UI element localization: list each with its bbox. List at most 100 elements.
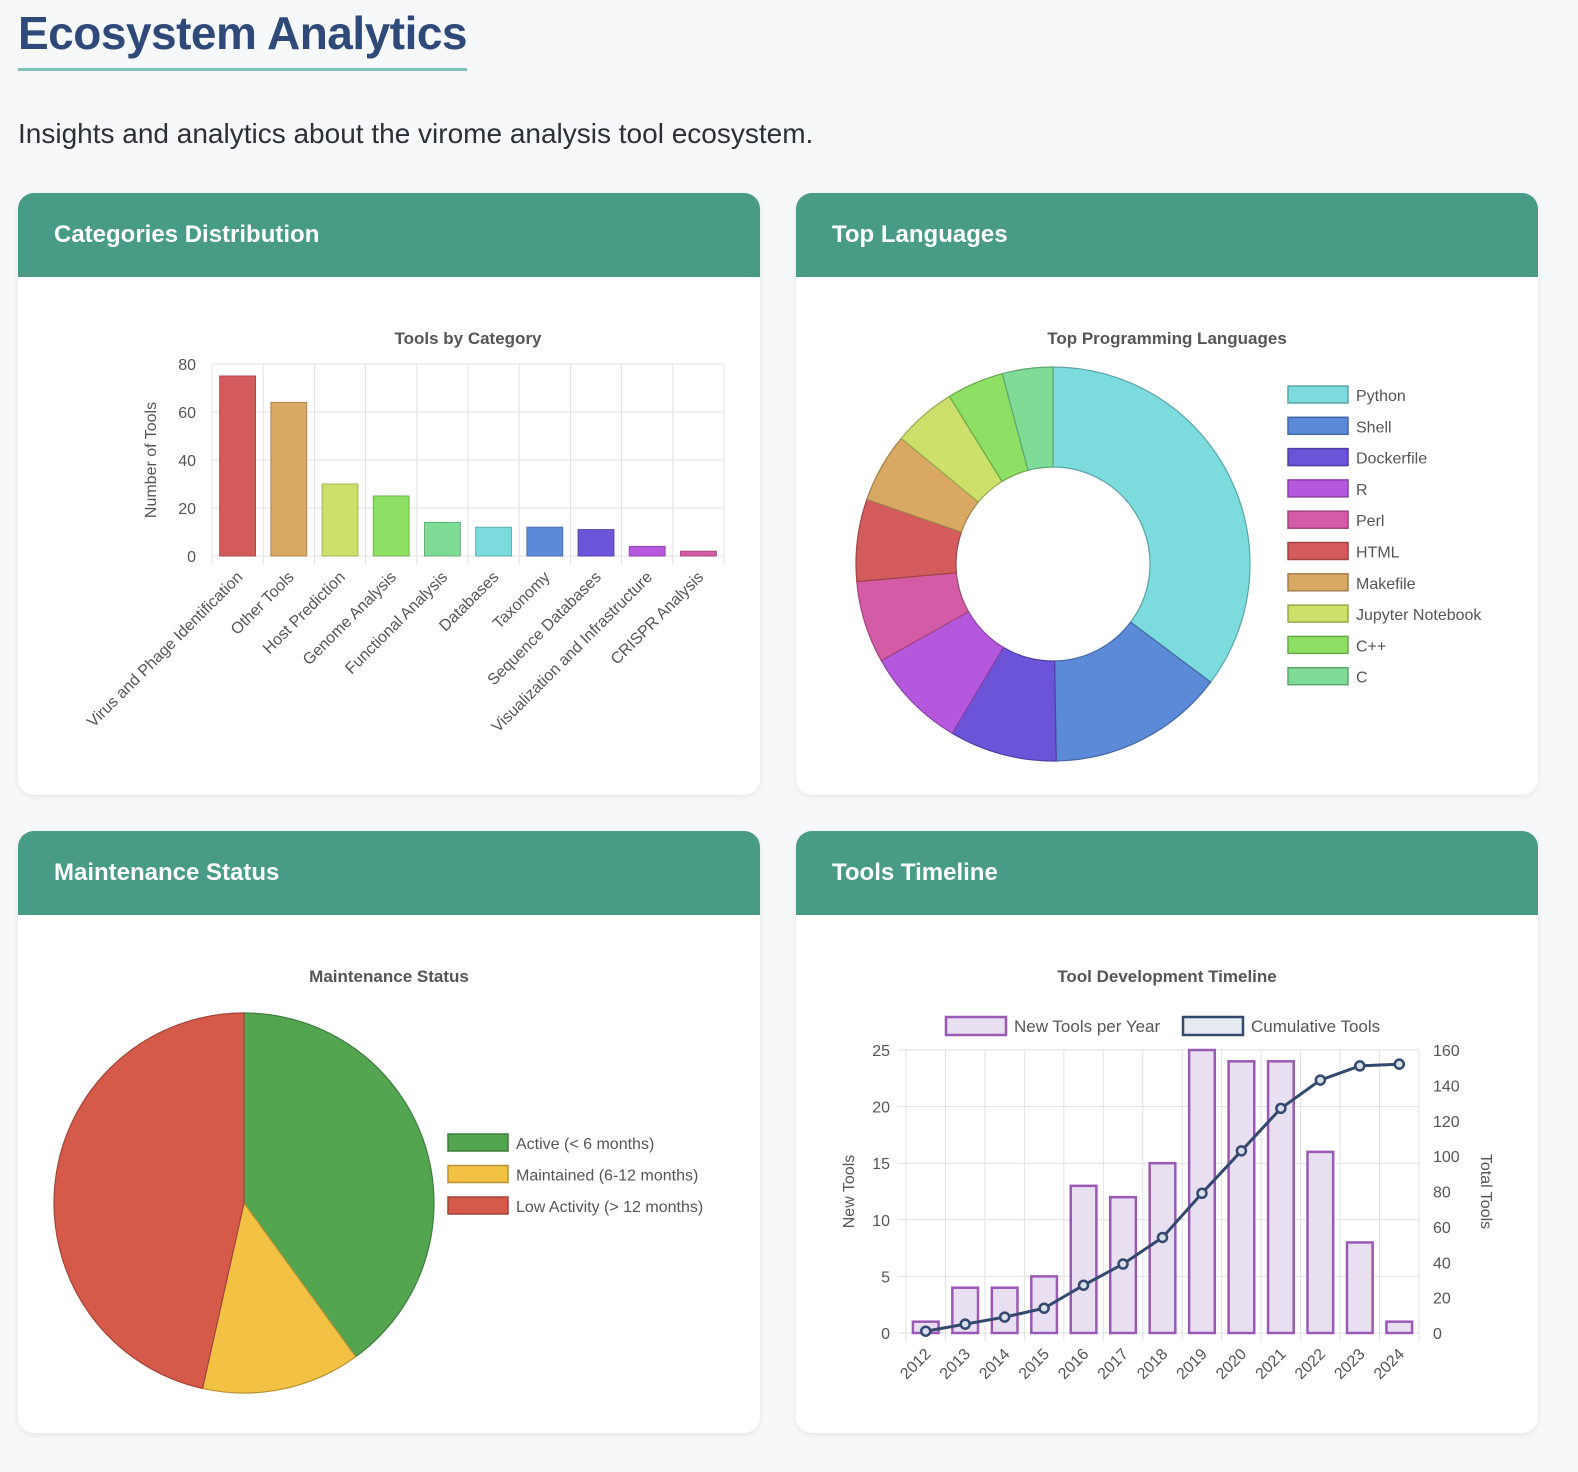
legend-swatch-cumulative-tools — [1181, 1015, 1245, 1037]
y2-axis-label: Total Tools — [1477, 1154, 1494, 1229]
page-subtitle: Insights and analytics about the virome … — [18, 118, 814, 149]
legend-swatch-c — [1287, 666, 1349, 686]
x-tick-label: 2012 — [897, 1346, 934, 1383]
legend-swatch-html — [1287, 541, 1349, 561]
y2-tick-label: 40 — [1433, 1255, 1451, 1272]
legend-swatch-active-6-months — [447, 1133, 509, 1152]
slice-active-6-months — [243, 1012, 435, 1358]
timeline-chart-container: Tool Development Timeline New Tools per Y… — [796, 915, 1538, 1433]
page-title: Ecosystem Analytics — [18, 6, 468, 71]
bar-2020 — [1227, 1060, 1256, 1335]
maintenance-chart: Maintenance Status Active (< 6 months) Mai… — [53, 967, 703, 1394]
languages-chart-container: Top Programming Languages Python Shell Dock… — [796, 277, 1538, 795]
categories-card-header: Categories Distribution — [18, 193, 760, 277]
legend-swatch-shell — [1287, 416, 1349, 436]
y-axis-label: Number of Tools — [143, 402, 160, 518]
legend-swatch-perl — [1287, 510, 1349, 529]
legend-label-c: C++ — [1356, 638, 1386, 655]
legend-swatch-low-activity-12-months — [447, 1196, 509, 1215]
y2-tick-label: 160 — [1433, 1043, 1460, 1060]
legend-swatch-r — [1287, 479, 1349, 498]
legend-swatch-maintained-6-12-months — [447, 1164, 509, 1184]
bar-taxonomy — [526, 526, 564, 557]
legend-label-html: HTML — [1356, 545, 1400, 562]
y-tick-label: 5 — [881, 1269, 890, 1286]
y-tick-label: 15 — [872, 1156, 890, 1173]
cumulative-point-2013 — [959, 1318, 971, 1330]
timeline-card: Tools Timeline Tool Development Timeline… — [796, 831, 1538, 1433]
bar-sequence-databases — [577, 529, 615, 557]
x-tick-label: 2019 — [1174, 1346, 1211, 1383]
y-tick-label: 20 — [178, 501, 196, 518]
slice-low-activity-12-months — [53, 1012, 245, 1390]
languages-card-header: Top Languages — [796, 193, 1538, 277]
categories-chart: Tools by Category 0 20 40 60 80 Number of Tool… — [84, 329, 725, 736]
bar-databases — [475, 526, 513, 557]
legend-label-jupyter-notebook: Jupyter Notebook — [1356, 607, 1482, 624]
bar-2018 — [1148, 1161, 1177, 1335]
legend-label-low-activity-12-months: Low Activity (> 12 months) — [516, 1199, 703, 1216]
y-tick-label: 60 — [178, 405, 196, 422]
x-tick-label: 2021 — [1253, 1346, 1290, 1383]
y-tick-label: 80 — [178, 357, 196, 374]
legend-label-python: Python — [1356, 388, 1406, 405]
legend-label-makefile: Makefile — [1356, 576, 1416, 593]
languages-chart: Top Programming Languages Python Shell Dock… — [855, 329, 1482, 762]
legend-swatch-makefile — [1287, 573, 1349, 592]
y2-tick-label: 20 — [1433, 1291, 1451, 1308]
maintenance-chart-container: Maintenance Status Active (< 6 months) Mai… — [18, 915, 760, 1433]
cumulative-point-2022 — [1314, 1074, 1327, 1086]
cumulative-point-2018 — [1156, 1231, 1169, 1244]
legend-label-cumulative-tools: Cumulative Tools — [1251, 1017, 1380, 1036]
cumulative-point-2016 — [1077, 1279, 1090, 1291]
cumulative-point-2012 — [919, 1325, 932, 1337]
chart-title: Top Programming Languages — [1047, 329, 1287, 348]
chart-title: Maintenance Status — [309, 967, 469, 986]
x-tick-label: 2024 — [1371, 1346, 1408, 1383]
cumulative-point-2023 — [1354, 1060, 1366, 1072]
legend-swatch-python — [1287, 385, 1349, 404]
y-tick-label: 25 — [872, 1043, 890, 1060]
x-tick-label: 2023 — [1331, 1346, 1368, 1383]
y-tick-label: 10 — [872, 1213, 890, 1230]
bar-other-tools — [270, 401, 308, 557]
bar-host-prediction — [321, 483, 359, 557]
slice-maintained-6-12-months — [201, 1201, 357, 1394]
bar-virus-and-phage-identification — [219, 375, 257, 557]
bar-2024 — [1385, 1320, 1414, 1335]
cumulative-point-2021 — [1275, 1102, 1287, 1115]
timeline-chart: Tool Development Timeline New Tools per Y… — [841, 967, 1494, 1383]
x-tick-label: 2014 — [976, 1346, 1013, 1383]
legend-label-dockerfile: Dockerfile — [1356, 451, 1427, 468]
x-tick-label: Virus and Phage Identification — [84, 569, 246, 731]
cumulative-point-2017 — [1117, 1258, 1129, 1270]
timeline-card-header: Tools Timeline — [796, 831, 1538, 915]
bar-crispr-analysis — [679, 550, 717, 557]
legend-label-perl: Perl — [1356, 513, 1384, 530]
x-tick-label: Functional Analysis — [342, 569, 451, 678]
cumulative-point-2024 — [1393, 1058, 1406, 1070]
legend-label-new-tools: New Tools per Year — [1014, 1017, 1161, 1036]
bar-visualization-and-infrastructure — [628, 545, 666, 557]
languages-card: Top Languages Top Programming Languages P… — [796, 193, 1538, 795]
x-tick-label: 2020 — [1213, 1346, 1250, 1383]
bar-2016 — [1069, 1184, 1098, 1335]
legend-swatch-new-tools — [944, 1015, 1008, 1037]
maintenance-card: Maintenance Status Maintenance Status Act… — [18, 831, 760, 1433]
legend-label-c: C — [1356, 670, 1368, 687]
bar-functional-analysis — [423, 521, 461, 557]
y-tick-label: 20 — [872, 1100, 890, 1117]
bar-genome-analysis — [372, 495, 410, 557]
x-tick-label: 2013 — [937, 1346, 974, 1383]
chart-title: Tool Development Timeline — [1057, 967, 1276, 986]
bar-2022 — [1306, 1150, 1335, 1335]
legend-label-active-6-months: Active (< 6 months) — [516, 1136, 654, 1153]
x-tick-label: 2016 — [1055, 1346, 1092, 1383]
legend-swatch-c — [1287, 635, 1349, 655]
legend-swatch-jupyter-notebook — [1287, 604, 1349, 623]
categories-card: Categories Distribution Tools by Categor… — [18, 193, 760, 795]
y2-tick-label: 80 — [1433, 1185, 1451, 1202]
maintenance-card-header: Maintenance Status — [18, 831, 760, 915]
legend-swatch-dockerfile — [1287, 447, 1349, 467]
